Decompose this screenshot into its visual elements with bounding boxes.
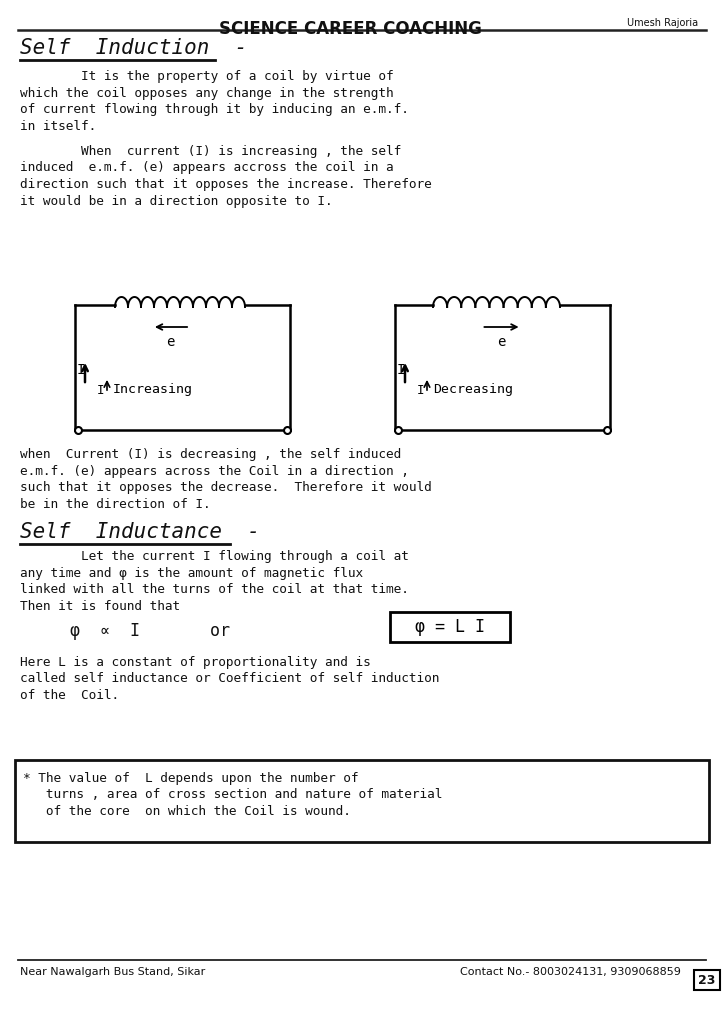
- Text: turns , area of cross section and nature of material: turns , area of cross section and nature…: [23, 788, 442, 802]
- Text: * The value of  L depends upon the number of: * The value of L depends upon the number…: [23, 772, 358, 785]
- Text: induced  e.m.f. (e) appears accross the coil in a: induced e.m.f. (e) appears accross the c…: [20, 162, 394, 174]
- Text: Increasing: Increasing: [113, 384, 193, 396]
- Text: e: e: [166, 335, 174, 349]
- Text: Contact No.- 8003024131, 9309068859: Contact No.- 8003024131, 9309068859: [460, 967, 681, 977]
- Text: 23: 23: [699, 974, 716, 986]
- Text: e.m.f. (e) appears across the Coil in a direction ,: e.m.f. (e) appears across the Coil in a …: [20, 465, 409, 477]
- Text: I: I: [417, 384, 424, 396]
- Text: when  Current (I) is decreasing , the self induced: when Current (I) is decreasing , the sel…: [20, 449, 401, 461]
- Text: in itself.: in itself.: [20, 120, 96, 132]
- Text: Here L is a constant of proportionality and is: Here L is a constant of proportionality …: [20, 656, 371, 669]
- Text: I: I: [77, 362, 85, 377]
- Text: I: I: [97, 384, 104, 396]
- Bar: [390, 612, 510, 642]
- Text: φ  ∝  I       or: φ ∝ I or: [20, 622, 230, 640]
- Text: Umesh Rajoria: Umesh Rajoria: [627, 18, 698, 28]
- Text: When  current (I) is increasing , the self: When current (I) is increasing , the sel…: [20, 145, 401, 158]
- Text: Then it is found that: Then it is found that: [20, 599, 180, 612]
- Bar: [694, 970, 720, 990]
- Text: of current flowing through it by inducing an e.m.f.: of current flowing through it by inducin…: [20, 103, 409, 116]
- Text: Let the current I flowing through a coil at: Let the current I flowing through a coil…: [20, 550, 409, 563]
- Text: direction such that it opposes the increase. Therefore: direction such that it opposes the incre…: [20, 178, 432, 191]
- Text: it would be in a direction opposite to I.: it would be in a direction opposite to I…: [20, 195, 332, 208]
- Text: It is the property of a coil by virtue of: It is the property of a coil by virtue o…: [20, 70, 394, 83]
- Text: any time and φ is the amount of magnetic flux: any time and φ is the amount of magnetic…: [20, 566, 363, 580]
- Text: e: e: [497, 335, 505, 349]
- Text: such that it opposes the decrease.  Therefore it would: such that it opposes the decrease. There…: [20, 481, 432, 494]
- Bar: [15, 760, 709, 842]
- Text: which the coil opposes any change in the strength: which the coil opposes any change in the…: [20, 86, 394, 99]
- Text: Decreasing: Decreasing: [433, 384, 513, 396]
- Text: φ = L I: φ = L I: [415, 618, 485, 636]
- Text: Near Nawalgarh Bus Stand, Sikar: Near Nawalgarh Bus Stand, Sikar: [20, 967, 205, 977]
- Text: SCIENCE CAREER COACHING: SCIENCE CAREER COACHING: [219, 20, 481, 38]
- Text: linked with all the turns of the coil at that time.: linked with all the turns of the coil at…: [20, 583, 409, 596]
- Text: be in the direction of I.: be in the direction of I.: [20, 498, 211, 511]
- Text: of the  Coil.: of the Coil.: [20, 689, 119, 702]
- Text: called self inductance or Coefficient of self induction: called self inductance or Coefficient of…: [20, 673, 439, 685]
- Text: Self  Induction  -: Self Induction -: [20, 38, 248, 58]
- Text: of the core  on which the Coil is wound.: of the core on which the Coil is wound.: [23, 805, 351, 818]
- Text: Self  Inductance  -: Self Inductance -: [20, 522, 260, 542]
- Text: I: I: [397, 362, 405, 377]
